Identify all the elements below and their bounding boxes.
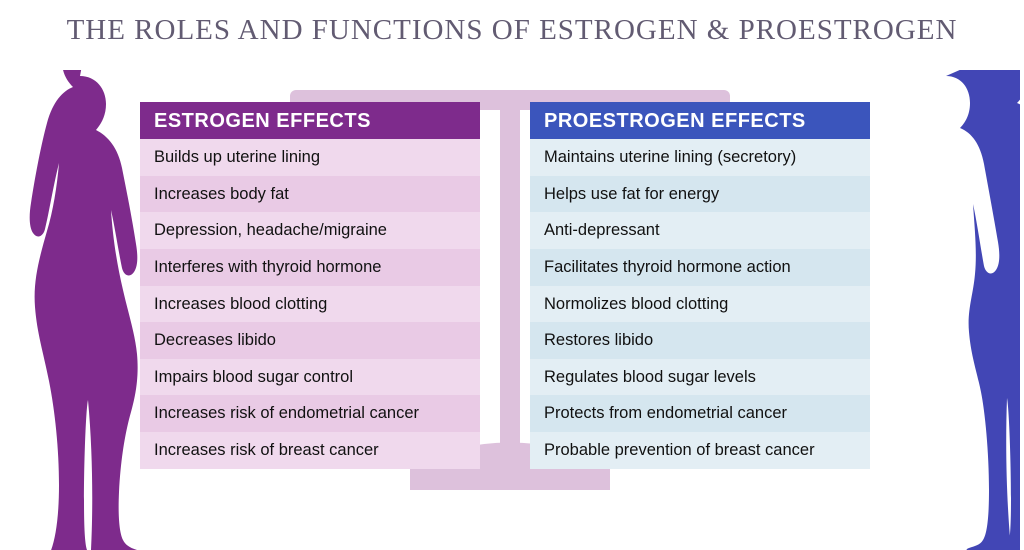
infographic-stage: { "title": { "text": "THE ROLES AND FUNC… xyxy=(0,0,1024,550)
main-title: THE ROLES AND FUNCTIONS OF ESTROGEN & PR… xyxy=(0,14,1024,47)
list-item: Protects from endometrial cancer xyxy=(530,395,870,432)
list-item: Regulates blood sugar levels xyxy=(530,359,870,396)
list-item: Helps use fat for energy xyxy=(530,176,870,213)
proestrogen-panel: PROESTROGEN EFFECTS Maintains uterine li… xyxy=(530,102,870,469)
list-item: Increases risk of endometrial cancer xyxy=(140,395,480,432)
list-item: Normolizes blood clotting xyxy=(530,286,870,323)
list-item: Maintains uterine lining (secretory) xyxy=(530,139,870,176)
estrogen-panel-header: ESTROGEN EFFECTS xyxy=(140,102,480,139)
list-item: Increases blood clotting xyxy=(140,286,480,323)
list-item: Probable prevention of breast cancer xyxy=(530,432,870,469)
list-item: Increases body fat xyxy=(140,176,480,213)
list-item: Builds up uterine lining xyxy=(140,139,480,176)
list-item: Depression, headache/migraine xyxy=(140,212,480,249)
female-silhouette-left xyxy=(4,70,154,550)
proestrogen-panel-header: PROESTROGEN EFFECTS xyxy=(530,102,870,139)
proestrogen-panel-body: Maintains uterine lining (secretory)Help… xyxy=(530,139,870,469)
list-item: Restores libido xyxy=(530,322,870,359)
list-item: Impairs blood sugar control xyxy=(140,359,480,396)
female-silhouette-right xyxy=(870,70,1020,550)
list-item: Increases risk of breast cancer xyxy=(140,432,480,469)
list-item: Facilitates thyroid hormone action xyxy=(530,249,870,286)
estrogen-panel-body: Builds up uterine liningIncreases body f… xyxy=(140,139,480,469)
list-item: Decreases libido xyxy=(140,322,480,359)
list-item: Anti-depressant xyxy=(530,212,870,249)
list-item: Interferes with thyroid hormone xyxy=(140,249,480,286)
estrogen-panel: ESTROGEN EFFECTS Builds up uterine linin… xyxy=(140,102,480,469)
